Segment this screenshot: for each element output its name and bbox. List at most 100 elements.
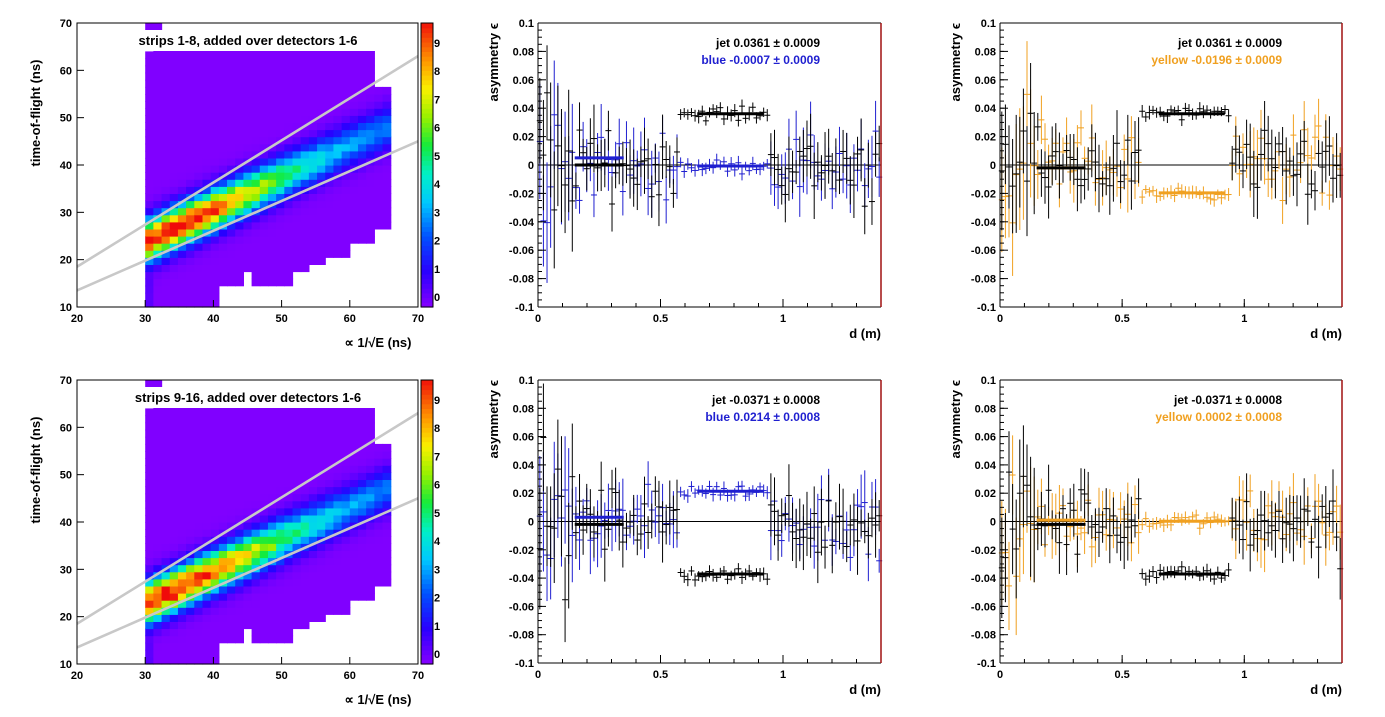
- heatmap-cell: [153, 58, 163, 67]
- heatmap-cell: [276, 79, 285, 88]
- heatmap-cell: [300, 264, 310, 273]
- heatmap-cell: [227, 143, 236, 152]
- heatmap-cell: [349, 122, 359, 131]
- heatmap-cell: [300, 250, 310, 258]
- heatmap-cell: [161, 550, 171, 559]
- heatmap-cell: [374, 451, 384, 459]
- y-tick-label: -0.08: [509, 630, 534, 642]
- heatmap-cell: [227, 607, 236, 615]
- heatmap-cell: [210, 614, 220, 622]
- heatmap-cell: [276, 614, 285, 622]
- heatmap-cell: [300, 557, 310, 566]
- y-tick-label: 0: [528, 517, 534, 529]
- colorbar-segment: [421, 526, 433, 533]
- heatmap-cell: [202, 422, 212, 431]
- heatmap-cell: [243, 479, 253, 488]
- heatmap-cell: [276, 51, 285, 60]
- heatmap-cell: [292, 101, 302, 109]
- heatmap-cell: [218, 500, 228, 509]
- colorbar-segment: [421, 288, 433, 294]
- heatmap-cell: [382, 451, 392, 459]
- heatmap-cell: [349, 136, 359, 145]
- colorbar-segment: [421, 389, 433, 395]
- heatmap-cell: [300, 143, 310, 152]
- heatmap-cell: [186, 186, 195, 194]
- heatmap-cell: [382, 472, 392, 480]
- heatmap-cell: [300, 465, 310, 473]
- heatmap-cell: [153, 564, 163, 573]
- heatmap-cell: [202, 271, 212, 280]
- heatmap-cell: [169, 271, 179, 280]
- colorbar-segment: [421, 408, 433, 414]
- heatmap-cell: [218, 443, 228, 452]
- heatmap-cell: [251, 529, 261, 537]
- y-tick-label: 50: [60, 470, 72, 482]
- heatmap-cell: [235, 422, 244, 431]
- heatmap-cell: [161, 292, 171, 301]
- heatmap-cell: [357, 165, 367, 173]
- heatmap-cell: [243, 143, 253, 152]
- heatmap-cell: [341, 51, 351, 60]
- heatmap-cell: [276, 422, 285, 431]
- heatmap-cell: [292, 621, 302, 630]
- heatmap-cell: [161, 243, 171, 251]
- heatmap-cell: [325, 243, 335, 251]
- colorbar-segment: [421, 507, 433, 514]
- heatmap-cell: [218, 51, 228, 60]
- heatmap-cell: [169, 486, 179, 495]
- heatmap-cell: [276, 543, 285, 551]
- heatmap-cell: [284, 408, 294, 417]
- heatmap-cell: [227, 108, 236, 116]
- heatmap-cell: [210, 94, 220, 102]
- heatmap-cell: [227, 550, 236, 559]
- heatmap-cell: [341, 472, 351, 480]
- heatmap-cell: [194, 179, 204, 187]
- heatmap-cell: [300, 51, 310, 60]
- heatmap-cell: [374, 179, 384, 187]
- heatmap-cell: [218, 514, 228, 523]
- heatmap-cell: [349, 86, 359, 95]
- heatmap-cell: [202, 649, 212, 658]
- heatmap-cell: [235, 593, 244, 601]
- heatmap-cell: [153, 500, 163, 509]
- heatmap-cell: [177, 214, 187, 223]
- heatmap-cell: [317, 200, 326, 209]
- colorbar-frame: [420, 22, 434, 308]
- heatmap-cell: [317, 557, 326, 566]
- heatmap-cell: [382, 101, 392, 109]
- heatmap-cell: [161, 143, 171, 152]
- heatmap-cell: [284, 271, 294, 280]
- x-tick-label: 30: [139, 670, 151, 682]
- heatmap-cell: [325, 472, 335, 480]
- heatmap-cell: [210, 115, 220, 123]
- heatmap-cell: [325, 543, 335, 551]
- heatmap-cell: [267, 486, 277, 495]
- heatmap-cell: [235, 451, 244, 459]
- heatmap-cell: [276, 415, 285, 424]
- heatmap-cell: [374, 472, 384, 480]
- heatmap-cell: [276, 271, 285, 280]
- heatmap-cell: [235, 143, 244, 152]
- data-points: [998, 41, 1344, 276]
- heatmap-cell: [235, 122, 244, 131]
- heatmap-cell: [161, 179, 171, 187]
- heatmap-cell: [210, 65, 220, 74]
- heatmap-cell: [218, 465, 228, 473]
- y-tick-label: 60: [60, 65, 72, 77]
- heatmap-cell: [284, 179, 294, 187]
- heatmap-cell: [366, 564, 375, 573]
- heatmap-cell: [194, 86, 204, 95]
- y-tick-label: 0: [528, 160, 534, 172]
- heatmap-cell: [366, 236, 375, 244]
- heatmap-cell: [276, 600, 285, 608]
- heatmap-cell: [235, 65, 244, 74]
- heatmap-cell: [227, 214, 236, 223]
- heatmap-cell: [325, 65, 335, 74]
- colorbar-segment: [421, 217, 433, 223]
- heatmap-cell: [308, 479, 318, 488]
- heatmap-cell: [161, 529, 171, 537]
- heatmap-cell: [259, 136, 269, 145]
- heatmap-cell: [227, 157, 236, 166]
- heatmap-cell: [292, 143, 302, 152]
